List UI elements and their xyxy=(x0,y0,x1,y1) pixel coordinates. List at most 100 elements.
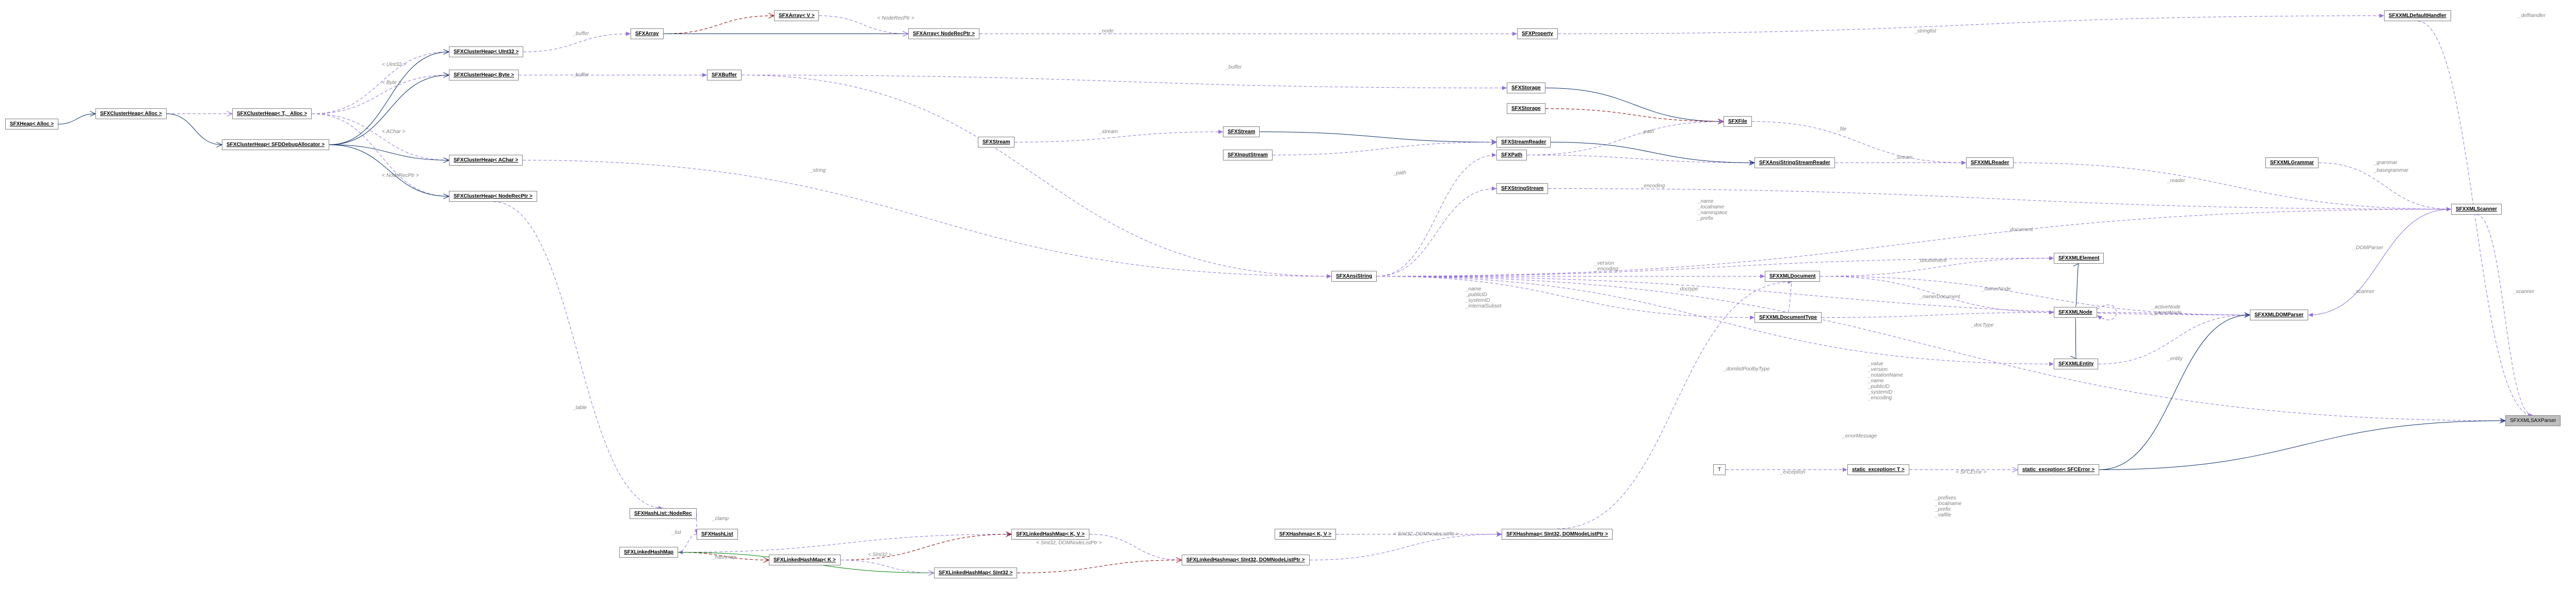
node-title[interactable]: SFXStorage xyxy=(1511,85,1541,91)
node-n9[interactable]: SFXArray xyxy=(631,28,664,39)
node-title[interactable]: SFXXMLGrammar xyxy=(2270,160,2314,166)
edge-n3-n7 xyxy=(312,114,449,160)
node-title[interactable]: SFXXMLDocumentType xyxy=(1759,315,1817,320)
node-n21[interactable]: SFXFile xyxy=(1724,116,1752,127)
node-n5[interactable]: SFXClusterHeap< UInt32 > xyxy=(449,46,523,57)
node-title[interactable]: SFXArray< NodeRecPtr > xyxy=(913,31,975,37)
node-title[interactable]: SFXXMLDocument xyxy=(1769,273,1815,279)
node-title[interactable]: SFXLinkedHashmap< SInt32, DOMNodeListPtr… xyxy=(1186,557,1305,563)
node-n11[interactable]: SFXArray< V > xyxy=(774,10,819,21)
edge-label-l29: _domlistPoolbyType xyxy=(1724,366,1769,372)
node-title[interactable]: SFXHeap< Alloc > xyxy=(10,121,54,127)
node-n34[interactable]: SFXXMLDefaultHandler xyxy=(2384,10,2451,21)
node-title[interactable]: SFXFile xyxy=(1728,119,1747,124)
node-title[interactable]: SFXStream xyxy=(1228,129,1255,135)
node-n40[interactable]: SFXLinkedHashMap< SInt32 > xyxy=(934,567,1017,578)
node-title[interactable]: SFXXMLReader xyxy=(1971,160,2009,166)
node-title[interactable]: SFXInputStream xyxy=(1228,152,1268,158)
node-title[interactable]: SFXXMLDefaultHandler xyxy=(2389,13,2446,19)
node-n12[interactable]: SFXArray< NodeRecPtr > xyxy=(908,28,979,39)
node-n24[interactable]: SFXXMLReader xyxy=(1966,157,2014,168)
node-title[interactable]: SFXHashmap< SInt32, DOMNodeListPtr > xyxy=(1506,531,1608,537)
node-n47: T xyxy=(1713,464,1726,475)
node-n13[interactable]: SFXStream xyxy=(978,137,1015,148)
node-title[interactable]: SFXClusterHeap< AChar > xyxy=(454,157,518,163)
node-n16[interactable]: SFXProperty xyxy=(1517,28,1558,39)
node-n22[interactable]: SFXAnsiStringStreamReader xyxy=(1754,157,1835,168)
node-title[interactable]: SFXProperty xyxy=(1522,31,1553,37)
node-n10[interactable]: SFXBuffer xyxy=(707,70,742,80)
node-n20[interactable]: SFXStreamReader xyxy=(1496,137,1551,148)
node-title[interactable]: SFXLinkedHashMap< SInt32 > xyxy=(939,570,1012,576)
node-n1[interactable]: SFXHeap< Alloc > xyxy=(5,119,58,129)
node-n2[interactable]: SFXClusterHeap< Alloc > xyxy=(95,108,167,119)
node-n42[interactable]: SFXLinkedHashMap xyxy=(619,547,678,558)
node-n44[interactable]: SFXHashList xyxy=(697,529,738,540)
node-n38[interactable]: SFXLinkedHashMap< K, V > xyxy=(1011,529,1089,540)
node-title[interactable]: SFXClusterHeap< UInt32 > xyxy=(454,49,519,55)
node-n39[interactable]: SFXLinkedHashmap< SInt32, DOMNodeListPtr… xyxy=(1182,555,1310,565)
node-n37[interactable]: SFXHashmap< SInt32, DOMNodeListPtr > xyxy=(1502,529,1613,540)
node-n31[interactable]: SFXXMLDOMParser xyxy=(2250,310,2308,320)
node-n33[interactable]: SFXXMLScanner xyxy=(2451,204,2502,215)
node-title[interactable]: SFXStringStream xyxy=(1501,186,1543,191)
node-title[interactable]: SFXClusterHeap< T, _Alloc > xyxy=(237,111,307,117)
node-n27[interactable]: SFXXMLDocumentType xyxy=(1754,312,1822,323)
node-n25[interactable]: SFXAnsiString xyxy=(1331,271,1377,282)
node-title[interactable]: SFXBuffer xyxy=(712,72,737,78)
node-n29[interactable]: SFXXMLNode xyxy=(2054,307,2097,318)
edge-label-l43: < SInt32, DOMNodeListPtr > xyxy=(1036,540,1102,546)
node-title[interactable]: SFXHashList::NodeRec xyxy=(634,511,692,516)
node-n32[interactable]: SFXXMLGrammar xyxy=(2265,157,2319,168)
node-n14[interactable]: SFXStorage xyxy=(1507,83,1545,93)
node-n30[interactable]: SFXXMLEntity xyxy=(2054,359,2098,369)
node-title[interactable]: SFXStorage xyxy=(1511,106,1541,111)
node-title[interactable]: SFXArray xyxy=(635,31,659,37)
node-title[interactable]: SFXXMLScanner xyxy=(2456,206,2497,212)
edge-n25-n23 xyxy=(1377,189,1496,277)
node-n6[interactable]: SFXClusterHeap< Byte > xyxy=(449,70,519,80)
node-title[interactable]: static_exception< T > xyxy=(1852,467,1905,473)
node-n43[interactable]: SFXHashList::NodeRec xyxy=(630,508,697,519)
node-n4[interactable]: SFXClusterHeap< SFDDebugAllocator > xyxy=(222,139,329,150)
node-title[interactable]: SFXArray< V > xyxy=(779,13,814,19)
node-title[interactable]: SFXLinkedHashMap< K > xyxy=(774,557,836,563)
node-n26[interactable]: SFXXMLDocument xyxy=(1765,271,1820,282)
node-title[interactable]: SFXAnsiStringStreamReader xyxy=(1759,160,1830,166)
node-title[interactable]: SFXLinkedHashMap xyxy=(624,549,673,555)
node-n23[interactable]: SFXStringStream xyxy=(1496,183,1548,194)
node-n3[interactable]: SFXClusterHeap< T, _Alloc > xyxy=(232,108,312,119)
node-title[interactable]: SFXStreamReader xyxy=(1501,139,1546,145)
node-title[interactable]: SFXClusterHeap< SFDDebugAllocator > xyxy=(227,142,325,148)
edge-label-l4: < Byte > xyxy=(382,80,401,86)
node-n36[interactable]: SFXHashmap< K, V > xyxy=(1275,529,1336,540)
node-title[interactable]: SFXClusterHeap< Byte > xyxy=(454,72,514,78)
node-title[interactable]: static_exception< SFCError > xyxy=(2022,467,2095,473)
node-title[interactable]: SFXXMLEntity xyxy=(2058,361,2094,367)
edge-n33-n35 xyxy=(2476,215,2533,415)
node-n15[interactable]: SFXStorage xyxy=(1507,103,1545,114)
node-title[interactable]: SFXHashList xyxy=(701,531,733,537)
node-title[interactable]: SFXAnsiString xyxy=(1336,273,1372,279)
node-n7[interactable]: SFXClusterHeap< AChar > xyxy=(449,155,523,166)
node-n19[interactable]: SFXPath xyxy=(1496,150,1527,160)
node-title[interactable]: SFXClusterHeap< Alloc > xyxy=(100,111,162,117)
node-title: SFXXMLSAXParser xyxy=(2510,418,2556,424)
node-title[interactable]: SFXXMLElement xyxy=(2058,255,2099,261)
node-title[interactable]: SFXXMLDOMParser xyxy=(2255,312,2304,318)
node-n41[interactable]: SFXLinkedHashMap< K > xyxy=(769,555,841,565)
node-n17[interactable]: SFXStream xyxy=(1223,126,1260,137)
node-title[interactable]: SFXXMLNode xyxy=(2058,310,2092,315)
node-n8[interactable]: SFXClusterHeap< NodeRecPtr > xyxy=(449,191,537,202)
node-n46[interactable]: static_exception< SFCError > xyxy=(2018,464,2099,475)
edge-label-l24: _doctype xyxy=(1677,286,1698,292)
node-n45[interactable]: static_exception< T > xyxy=(1847,464,1909,475)
edge-n14-n21 xyxy=(1545,88,1724,122)
node-title[interactable]: SFXClusterHeap< NodeRecPtr > xyxy=(454,193,533,199)
node-n18[interactable]: SFXInputStream xyxy=(1223,150,1273,160)
node-n28[interactable]: SFXXMLElement xyxy=(2054,253,2104,264)
node-title[interactable]: SFXLinkedHashMap< K, V > xyxy=(1016,531,1085,537)
node-title[interactable]: SFXPath xyxy=(1501,152,1522,158)
node-title[interactable]: SFXStream xyxy=(983,139,1010,145)
node-title[interactable]: SFXHashmap< K, V > xyxy=(1279,531,1331,537)
